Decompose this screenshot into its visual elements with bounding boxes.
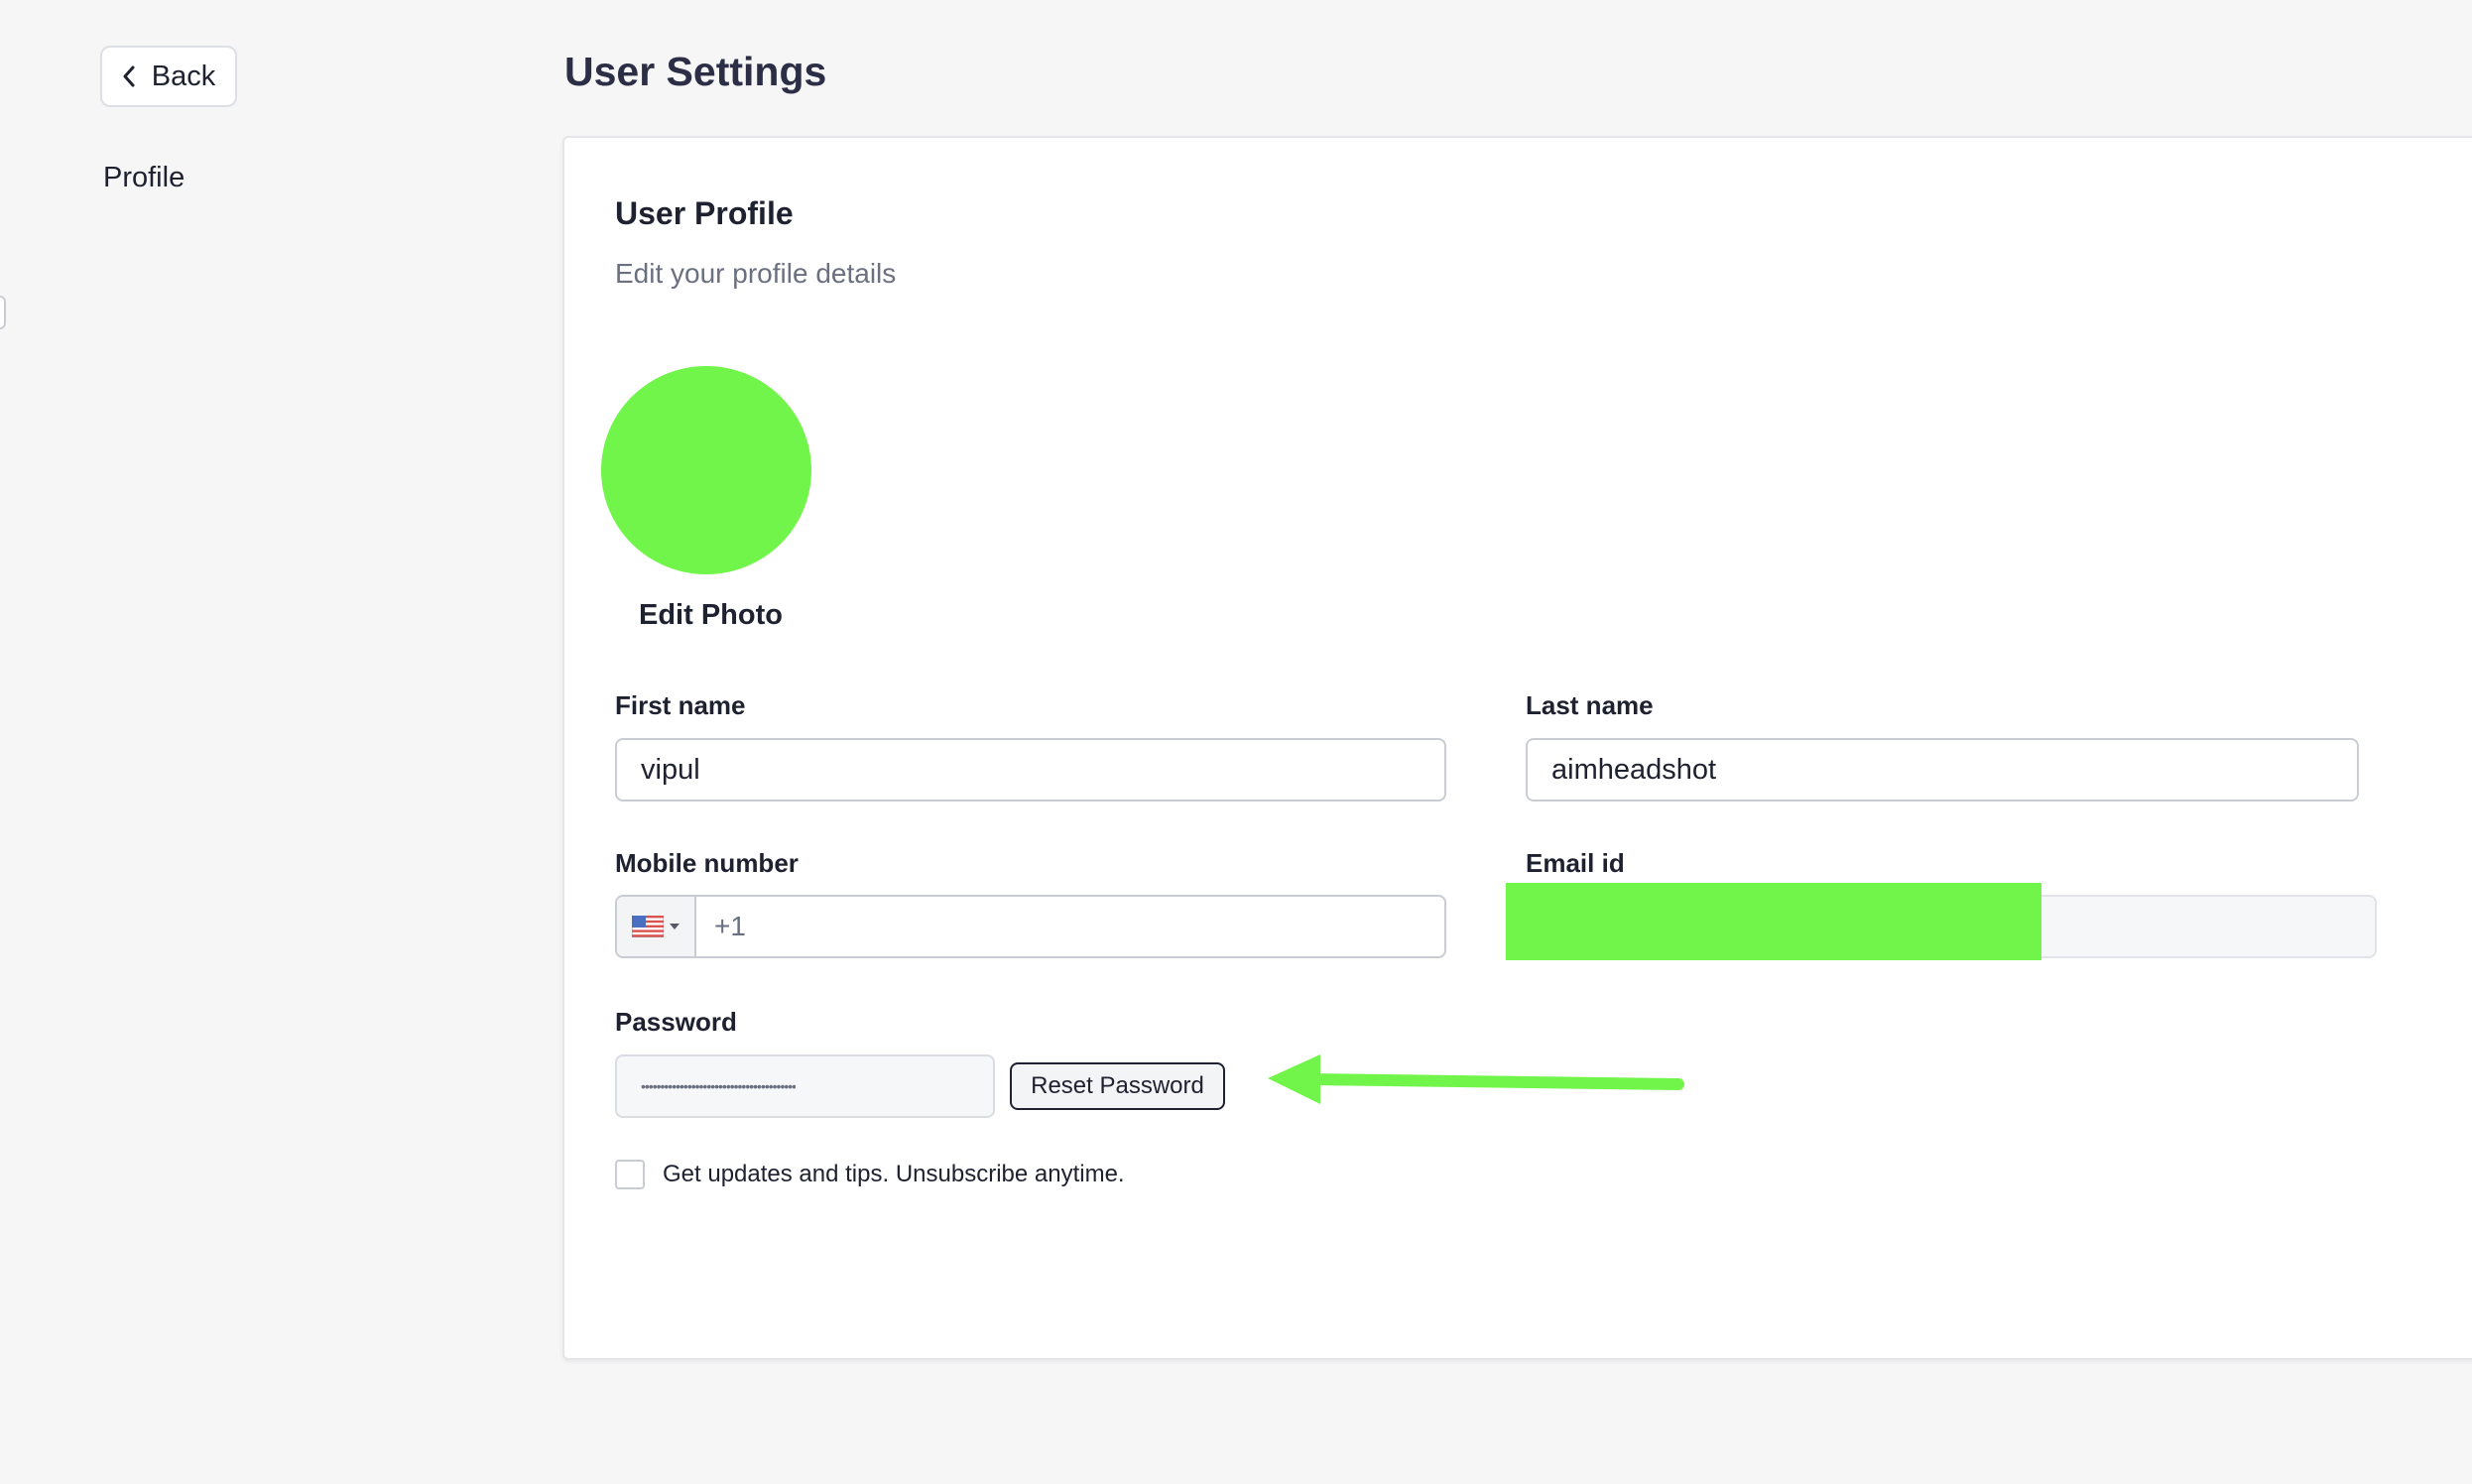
- profile-card: User Profile Edit your profile details E…: [562, 136, 2472, 1360]
- caret-down-icon: [670, 924, 680, 929]
- collapse-handle[interactable]: [0, 296, 6, 329]
- card-title: User Profile: [615, 195, 794, 231]
- email-redaction-overlay: [1506, 883, 2041, 960]
- card-subtitle: Edit your profile details: [615, 258, 897, 289]
- mobile-number-label: Mobile number: [615, 848, 799, 878]
- mobile-number-input[interactable]: [696, 897, 1444, 956]
- newsletter-checkbox-label: Get updates and tips. Unsubscribe anytim…: [663, 1161, 1125, 1187]
- back-button[interactable]: Back: [100, 46, 237, 107]
- back-button-label: Back: [151, 60, 216, 92]
- first-name-label: First name: [615, 690, 746, 720]
- chevron-left-icon: [123, 65, 135, 87]
- sidebar-item-profile[interactable]: Profile: [103, 162, 185, 193]
- avatar[interactable]: [601, 366, 811, 574]
- password-label: Password: [615, 1007, 737, 1037]
- page-title: User Settings: [564, 49, 827, 94]
- edit-photo-button[interactable]: Edit Photo: [639, 599, 783, 631]
- reset-password-button[interactable]: Reset Password: [1010, 1062, 1225, 1110]
- us-flag-icon: [632, 916, 664, 937]
- mobile-number-field: [615, 895, 1446, 958]
- password-masked-value: ••••••••••••••••••••••••••••••••••••••••: [641, 1078, 797, 1094]
- password-field: ••••••••••••••••••••••••••••••••••••••••: [615, 1054, 995, 1118]
- country-code-select[interactable]: [617, 897, 696, 956]
- last-name-label: Last name: [1526, 690, 1654, 720]
- first-name-input[interactable]: [615, 738, 1446, 802]
- last-name-input[interactable]: [1526, 738, 2359, 802]
- email-label: Email id: [1526, 848, 1625, 878]
- newsletter-checkbox[interactable]: [615, 1160, 645, 1189]
